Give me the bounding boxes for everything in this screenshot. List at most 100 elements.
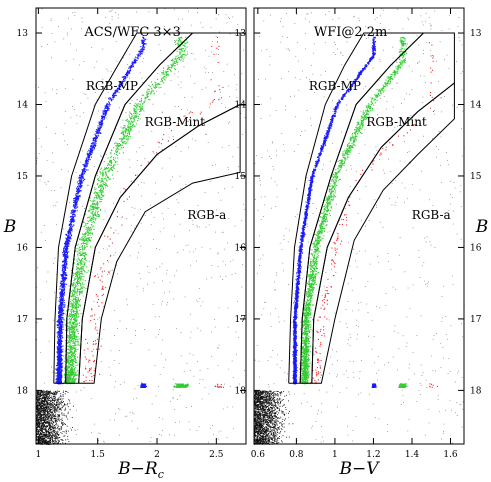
field-star	[44, 400, 46, 402]
rgb-star	[58, 341, 60, 343]
field-star	[67, 438, 69, 440]
rgb-star	[60, 312, 62, 314]
field-star	[170, 400, 171, 402]
field-star	[46, 397, 47, 399]
field-star	[55, 409, 56, 410]
field-star	[49, 393, 51, 395]
field-star	[36, 408, 38, 410]
rgb-star	[57, 347, 59, 349]
field-star	[48, 396, 50, 397]
field-star	[37, 429, 39, 431]
field-star	[129, 53, 131, 55]
rgb-star	[57, 376, 59, 378]
field-star	[177, 399, 178, 400]
rgb-star	[73, 219, 75, 221]
field-star	[48, 407, 49, 409]
field-star	[75, 391, 77, 393]
field-star	[53, 392, 55, 394]
field-star	[54, 409, 56, 410]
field-star	[48, 427, 50, 429]
field-star	[38, 435, 40, 437]
rgb-star	[120, 81, 122, 83]
field-star	[57, 437, 59, 439]
field-star	[40, 429, 42, 431]
field-star	[36, 407, 38, 408]
rgb-star	[66, 253, 68, 255]
field-star	[159, 249, 161, 251]
field-star	[69, 402, 71, 404]
field-star	[161, 353, 162, 355]
rgb-star	[57, 321, 59, 323]
field-star	[198, 226, 200, 228]
rgb-star	[59, 364, 61, 366]
field-star	[45, 422, 47, 423]
field-star	[47, 421, 49, 423]
rgb-star	[77, 187, 79, 189]
rgb-star	[131, 66, 133, 68]
field-star	[42, 416, 44, 418]
rgb-star	[65, 276, 67, 278]
rgb-star	[65, 234, 67, 236]
rgb-star	[88, 154, 90, 156]
field-star	[58, 434, 59, 436]
rgb-star	[55, 381, 57, 383]
field-star	[234, 225, 236, 227]
rgb-star	[62, 314, 64, 316]
rgb-star	[93, 148, 95, 150]
field-star	[132, 412, 133, 414]
rgb-star	[72, 224, 74, 226]
field-star	[43, 425, 45, 427]
rgb-star	[121, 76, 123, 78]
field-star	[109, 273, 110, 275]
field-star	[36, 421, 38, 423]
rgb-star	[62, 296, 64, 298]
rgb-star	[86, 153, 88, 155]
rgb-star	[67, 248, 69, 250]
field-star	[76, 409, 77, 411]
field-star	[46, 425, 48, 427]
rgb-star	[67, 231, 69, 233]
rgb-star	[58, 348, 60, 350]
field-star	[179, 223, 181, 225]
field-star	[49, 398, 50, 400]
field-star	[50, 438, 52, 439]
field-star	[161, 112, 163, 113]
field-star	[62, 405, 64, 407]
field-star	[110, 10, 112, 12]
rgb-star	[56, 324, 58, 326]
field-star	[63, 413, 65, 415]
rgb-star	[114, 89, 116, 91]
rgb-star	[135, 59, 137, 61]
field-star	[39, 411, 41, 413]
rgb-star	[63, 284, 65, 286]
field-star	[200, 22, 202, 24]
field-star	[162, 167, 163, 169]
rgb-star	[73, 207, 75, 209]
field-star	[59, 429, 61, 431]
field-star	[232, 406, 234, 408]
rgb-star	[59, 353, 61, 355]
field-star	[199, 379, 201, 381]
field-star	[37, 402, 39, 404]
field-star	[179, 421, 180, 423]
rgb-star	[96, 136, 98, 138]
field-star	[187, 51, 188, 53]
rgb-star	[96, 138, 98, 140]
field-star	[36, 162, 37, 164]
field-star	[123, 57, 124, 59]
rgb-star	[127, 70, 129, 72]
field-star	[87, 184, 89, 186]
field-star	[38, 401, 39, 403]
field-star	[67, 430, 69, 432]
field-star	[36, 402, 38, 404]
field-star	[37, 395, 38, 397]
field-star	[41, 436, 43, 438]
field-star	[180, 332, 182, 334]
rgb-star	[84, 171, 86, 173]
field-star	[53, 429, 54, 431]
rgb-star	[83, 180, 85, 182]
rgb-star	[80, 185, 82, 187]
rgb-star	[139, 50, 141, 52]
rgb-star	[60, 296, 62, 298]
field-star	[39, 416, 41, 417]
